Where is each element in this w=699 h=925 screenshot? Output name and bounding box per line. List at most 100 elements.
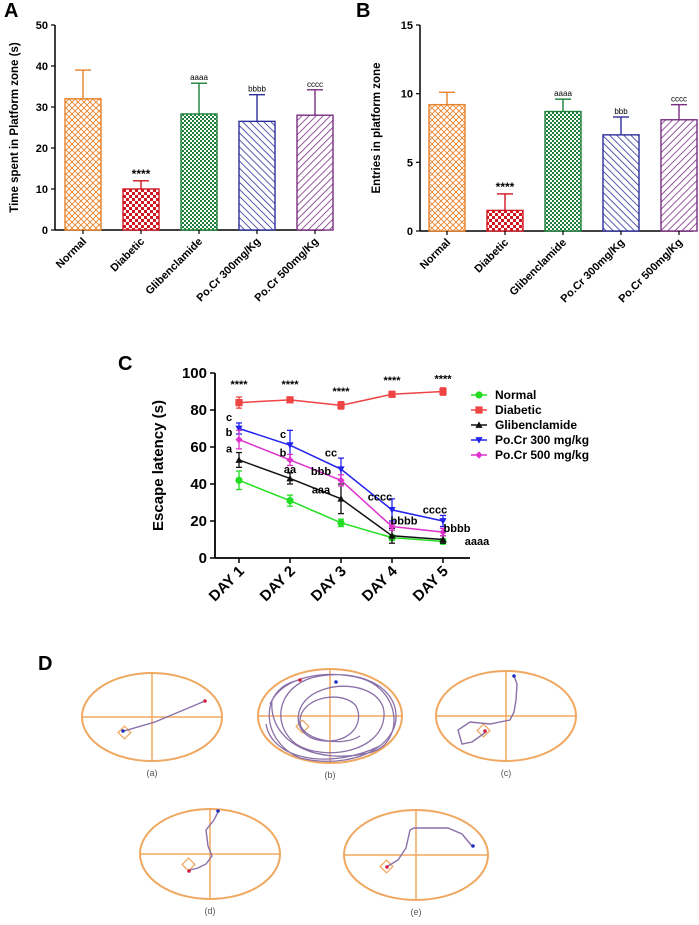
point-glibenclamide xyxy=(286,474,294,482)
maze-track-e: (e) xyxy=(343,809,489,917)
point-diabetic xyxy=(235,399,243,407)
x-tick-label: Normal xyxy=(54,236,89,271)
point-po-cr-500-mg-kg xyxy=(475,451,483,459)
y-axis-title: Entries in platform zone xyxy=(371,63,383,194)
significance-label: a xyxy=(226,444,233,456)
significance-label: aa xyxy=(284,464,297,476)
significance-label: bbbb xyxy=(391,516,418,528)
end-point xyxy=(121,729,125,733)
swim-path xyxy=(189,811,219,871)
x-tick-label: DAY 2 xyxy=(257,563,299,605)
point-po-cr-300-mg-kg xyxy=(439,518,447,525)
bar-po-cr-300mg-kg xyxy=(238,120,276,231)
bar-glibenclamide xyxy=(180,113,218,231)
point-glibenclamide xyxy=(337,495,345,502)
point-diabetic xyxy=(388,390,396,398)
point-glibenclamide xyxy=(388,532,396,539)
legend-label-diabetic: Diabetic xyxy=(495,403,542,417)
legend-label-po-cr-500-mg-kg: Po.Cr 500 mg/kg xyxy=(495,448,589,462)
significance-label: b xyxy=(280,447,287,459)
swim-path xyxy=(265,673,397,762)
maze-track-b: (b) xyxy=(257,668,403,780)
y-tick-label: 80 xyxy=(190,402,207,419)
point-po-cr-300-mg-kg xyxy=(286,442,294,449)
platform-marker xyxy=(476,723,491,738)
x-tick-label: DAY 1 xyxy=(206,563,248,605)
start-point xyxy=(512,674,516,678)
end-point xyxy=(187,869,191,873)
track-caption-a: (a) xyxy=(147,768,158,778)
bar-chart-time-in-platform: 0 10 20 30 40 50 Time spent in Platform zone (… xyxy=(9,20,334,305)
point-normal xyxy=(235,476,243,484)
point-glibenclamide xyxy=(439,535,447,543)
y-axis-title: Time spent in Platform zone (s) xyxy=(9,42,21,213)
water-maze-tracks: (a) (b) (c) xyxy=(81,668,577,917)
x-tick-label: Glibenclamide xyxy=(143,236,205,298)
x-tick-label: DAY 5 xyxy=(410,563,452,605)
maze-track-d: (d) xyxy=(139,808,281,916)
significance-label: cccc xyxy=(368,492,392,504)
point-po-cr-500-mg-kg xyxy=(286,456,294,464)
significance-label: cccc xyxy=(307,80,323,89)
significance-label: **** xyxy=(230,379,248,391)
maze-track-a: (a) xyxy=(81,672,223,778)
end-point xyxy=(334,680,338,684)
x-tick-label: Diabetic xyxy=(472,237,511,276)
significance-label: cccc xyxy=(423,505,447,517)
significance-label: cc xyxy=(325,447,337,459)
significance-label: aaa xyxy=(312,484,331,496)
significance-label: aaaa xyxy=(554,89,572,98)
point-po-cr-300-mg-kg xyxy=(475,437,483,444)
end-point xyxy=(385,865,389,869)
bar-po-cr-300mg-kg xyxy=(602,134,640,232)
bar-po-cr-500mg-kg xyxy=(296,114,334,231)
legend-label-normal: Normal xyxy=(495,388,536,402)
significance-label: cccc xyxy=(671,95,687,104)
bar-glibenclamide xyxy=(544,110,582,232)
x-tick-label: Po.Cr 300mg/Kg xyxy=(559,237,628,306)
significance-label: **** xyxy=(434,373,452,385)
y-tick-label: 40 xyxy=(190,476,207,493)
point-po-cr-300-mg-kg xyxy=(235,425,243,433)
x-tick-label: Diabetic xyxy=(108,236,147,275)
y-tick-label: 0 xyxy=(199,550,207,567)
legend-label-po-cr-300-mg-kg: Po.Cr 300 mg/kg xyxy=(495,433,589,447)
point-diabetic xyxy=(475,406,483,414)
track-caption-d: (d) xyxy=(205,906,216,916)
y-tick-label: 15 xyxy=(401,20,413,32)
track-caption-b: (b) xyxy=(325,770,336,780)
panel-letter-d: D xyxy=(38,653,52,675)
y-tick-label: 30 xyxy=(36,102,48,114)
y-tick-label: 5 xyxy=(407,157,413,169)
y-tick-label: 60 xyxy=(190,439,207,456)
panel-letter-b: B xyxy=(356,0,370,22)
bar-diabetic xyxy=(122,188,160,231)
x-tick-label: Glibenclamide xyxy=(507,237,569,299)
end-point xyxy=(483,729,487,733)
point-diabetic xyxy=(286,396,294,404)
point-po-cr-500-mg-kg xyxy=(388,522,396,531)
y-tick-label: 0 xyxy=(407,226,413,238)
start-point xyxy=(298,678,302,682)
significance-label: bbbb xyxy=(248,85,266,94)
point-diabetic xyxy=(337,401,345,409)
line-chart-escape-latency: 0 20 40 60 80 100 Escape latency (s) DAY 1 DAY 2… xyxy=(150,365,589,605)
maze-track-c: (c) xyxy=(435,670,577,778)
significance-label: **** xyxy=(496,180,515,194)
panel-letter-c: C xyxy=(118,353,132,375)
y-tick-label: 40 xyxy=(36,61,48,73)
swim-path xyxy=(387,827,473,867)
y-tick-label: 10 xyxy=(36,184,48,196)
significance-label: **** xyxy=(281,379,299,391)
x-tick-label: DAY 4 xyxy=(359,562,402,605)
significance-label: c xyxy=(280,429,286,441)
x-tick-label: Po.Cr 500mg/Kg xyxy=(253,236,322,305)
platform-marker xyxy=(117,725,132,740)
legend-label-glibenclamide: Glibenclamide xyxy=(495,418,577,432)
point-normal xyxy=(475,391,483,399)
start-point xyxy=(203,699,207,703)
x-tick-label: DAY 3 xyxy=(308,563,350,605)
start-point xyxy=(216,809,220,813)
significance-label: b xyxy=(226,427,233,439)
